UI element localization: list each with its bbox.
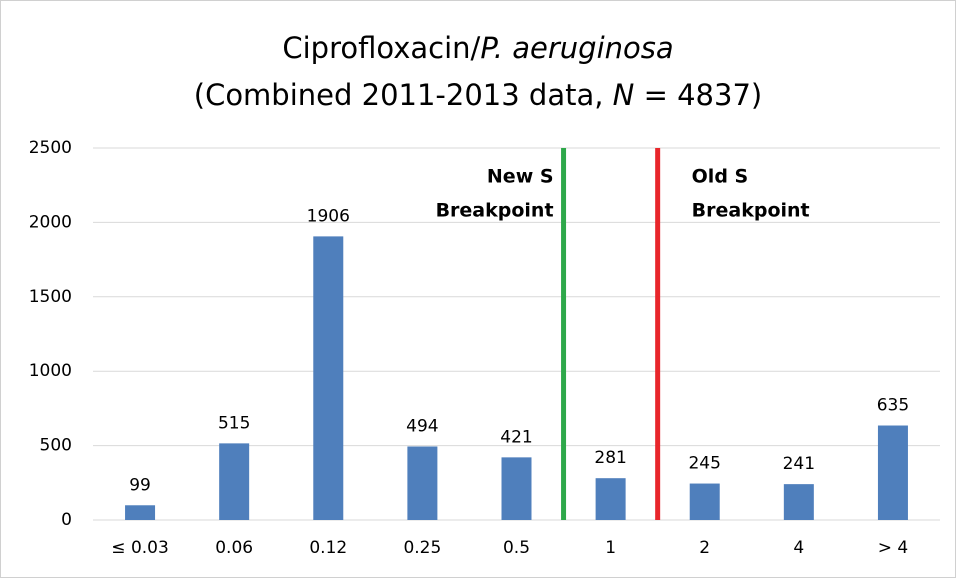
value-label: 515: [218, 413, 250, 433]
bar: [407, 446, 438, 520]
value-label: 494: [406, 416, 438, 436]
y-tick-label: 2000: [29, 212, 72, 232]
value-label: 99: [129, 475, 151, 495]
y-tick-label: 1000: [29, 361, 72, 381]
value-label: 241: [783, 454, 815, 474]
title-part: Ciprofloxacin/: [282, 31, 480, 65]
y-tick-label: 0: [61, 510, 72, 530]
y-tick-label: 2500: [29, 138, 72, 158]
bar: [783, 484, 814, 520]
x-tick-label: 4: [793, 538, 804, 558]
bar: [313, 236, 344, 520]
value-label: 245: [688, 454, 720, 474]
bar: [689, 483, 720, 520]
x-tick-label: 0.25: [403, 538, 441, 558]
value-label: 1906: [307, 206, 350, 226]
subtitle-part: (Combined 2011-2013 data,: [194, 78, 613, 112]
title-part: P. aeruginosa: [480, 31, 673, 65]
value-label: 421: [500, 427, 532, 447]
x-tick-label: 1: [605, 538, 616, 558]
x-tick-label: 0.06: [215, 538, 253, 558]
annotation-text: Old S: [692, 166, 749, 188]
x-tick-label: 0.5: [503, 538, 530, 558]
x-tick-label: ≤ 0.03: [111, 538, 169, 558]
annotation-text: Breakpoint: [436, 200, 554, 222]
bar: [125, 505, 156, 520]
annotation-text: New S: [487, 166, 554, 188]
bar: [595, 478, 626, 520]
chart-subtitle: (Combined 2011-2013 data, N = 4837): [194, 78, 762, 112]
x-tick-label: 0.12: [309, 538, 347, 558]
subtitle-part: = 4837): [634, 78, 762, 112]
bar: [219, 443, 250, 520]
x-tick-label: > 4: [878, 538, 908, 558]
y-tick-label: 500: [40, 436, 72, 456]
bar: [501, 457, 532, 520]
x-tick-label: 2: [699, 538, 710, 558]
subtitle-part: N: [613, 78, 635, 112]
y-tick-label: 1500: [29, 287, 72, 307]
bar: [877, 425, 908, 520]
value-label: 635: [877, 396, 909, 416]
value-label: 281: [594, 448, 626, 468]
annotation-text: Breakpoint: [692, 200, 810, 222]
chart-title: Ciprofloxacin/P. aeruginosa: [282, 31, 673, 65]
